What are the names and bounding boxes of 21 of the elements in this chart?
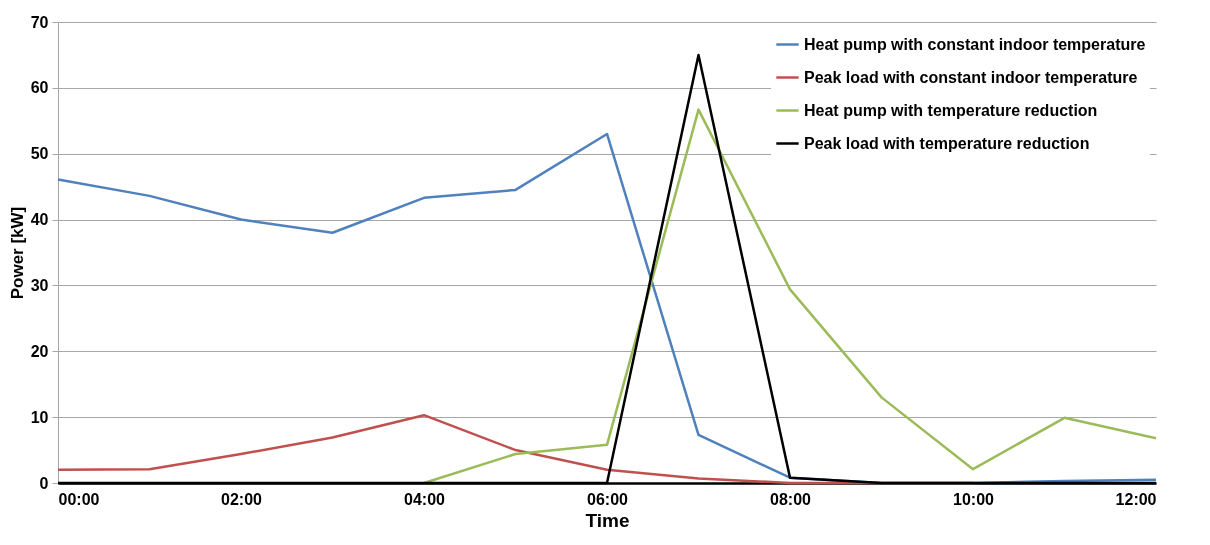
y-tick-label: 20 — [30, 342, 49, 360]
legend-label: Heat pump with constant indoor temperature — [804, 35, 1146, 53]
x-tick-label: 10:00 — [953, 490, 995, 508]
x-tick-label: 06:00 — [587, 490, 629, 508]
legend-label: Peak load with temperature reduction — [804, 134, 1090, 152]
x-tick-label: 00:00 — [58, 490, 100, 508]
y-tick-label: 30 — [30, 276, 49, 294]
legend-label: Peak load with constant indoor temperature — [804, 68, 1138, 86]
y-tick-label: 50 — [30, 145, 49, 163]
y-tick-label: 60 — [30, 79, 49, 97]
x-tick-label: 04:00 — [404, 490, 446, 508]
y-tick-label: 0 — [39, 474, 49, 492]
x-axis-title: Time — [585, 509, 630, 531]
x-tick-label: 02:00 — [221, 490, 263, 508]
x-tick-label: 12:00 — [1115, 490, 1157, 508]
x-tick-label: 08:00 — [770, 490, 812, 508]
y-tick-label: 40 — [30, 211, 49, 229]
y-tick-label: 10 — [30, 408, 49, 426]
legend-label: Heat pump with temperature reduction — [804, 101, 1098, 119]
y-axis-title: Power [kW] — [7, 206, 27, 300]
y-tick-label: 70 — [30, 13, 49, 31]
